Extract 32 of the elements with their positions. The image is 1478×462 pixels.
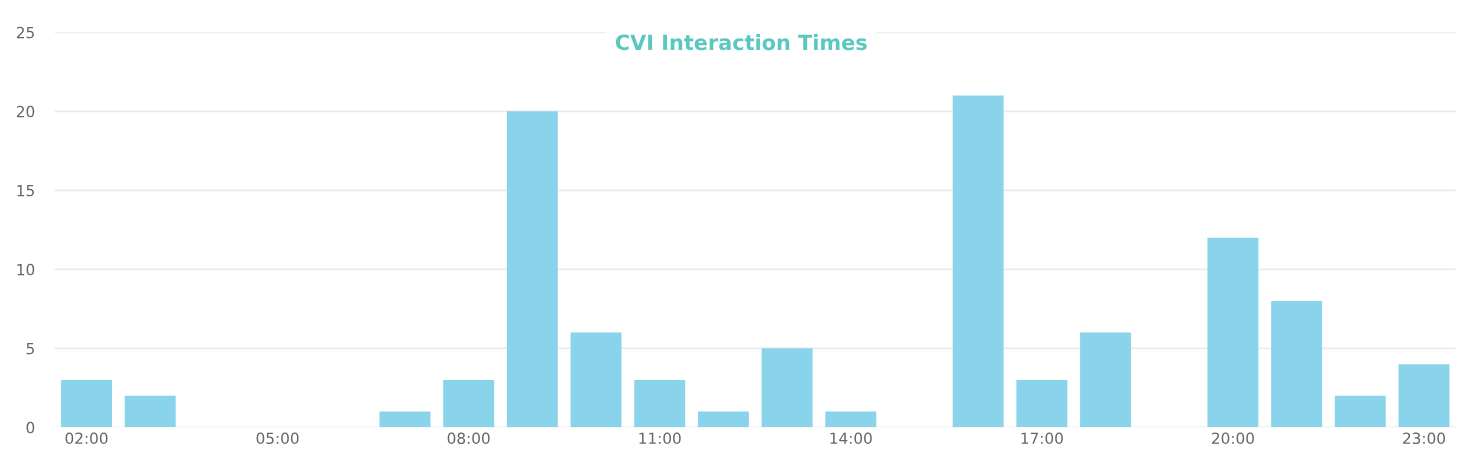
bar bbox=[1016, 379, 1068, 428]
x-tick-label: 02:00 bbox=[65, 432, 108, 445]
bar bbox=[1207, 237, 1259, 428]
bar bbox=[1271, 300, 1323, 428]
bar bbox=[124, 395, 176, 428]
bar bbox=[1334, 395, 1386, 428]
bar bbox=[379, 411, 431, 428]
x-tick-label: 14:00 bbox=[830, 432, 872, 445]
bar bbox=[61, 379, 113, 428]
bar bbox=[761, 348, 813, 428]
bar bbox=[634, 379, 686, 428]
y-tick-label: 0 bbox=[26, 421, 35, 434]
bar bbox=[1080, 332, 1132, 428]
x-tick-label: 23:00 bbox=[1403, 432, 1445, 445]
bar bbox=[1398, 364, 1450, 428]
chart-title: CVI Interaction Times bbox=[615, 34, 867, 51]
bar bbox=[952, 95, 1004, 428]
bar bbox=[825, 411, 877, 428]
y-tick-label: 25 bbox=[16, 26, 34, 39]
x-tick-label: 08:00 bbox=[447, 432, 490, 445]
x-tick-label: 05:00 bbox=[256, 432, 299, 445]
x-tick-label: 20:00 bbox=[1212, 432, 1254, 445]
bar bbox=[697, 411, 749, 428]
y-tick-label: 5 bbox=[26, 343, 34, 355]
bar bbox=[570, 332, 622, 428]
bar bbox=[506, 111, 558, 428]
y-tick-label: 15 bbox=[17, 185, 34, 197]
x-tick-label: 11:00 bbox=[639, 432, 681, 445]
y-tick-label: 10 bbox=[17, 263, 35, 276]
bar bbox=[443, 379, 495, 428]
x-tick-label: 17:00 bbox=[1021, 432, 1063, 445]
y-tick-label: 20 bbox=[16, 105, 35, 118]
